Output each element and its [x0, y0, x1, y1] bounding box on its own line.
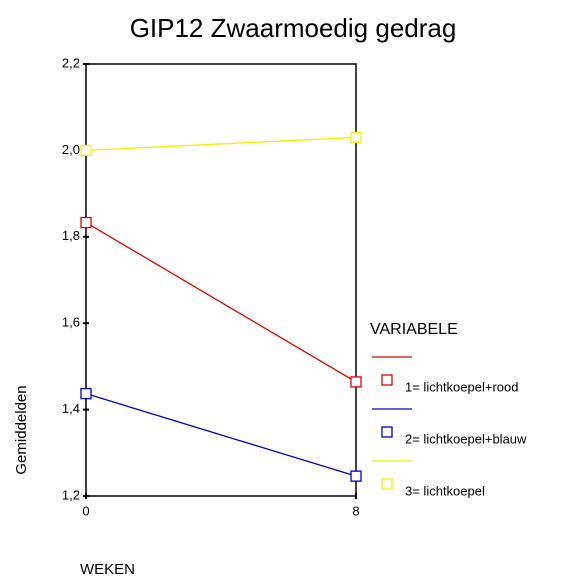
y-tick-label: 1,8 [62, 228, 80, 243]
x-tick-label: 0 [82, 503, 89, 518]
legend-marker [381, 426, 393, 438]
y-axis-label: Gemiddelden [13, 385, 30, 474]
series-line [85, 392, 357, 477]
y-tick-label: 2,2 [62, 55, 80, 70]
point-marker [350, 376, 362, 388]
plot-frame [85, 63, 357, 497]
point-marker [350, 131, 362, 144]
series-line [85, 136, 357, 152]
legend-title: VARIABELE [370, 321, 458, 338]
chart-title: GIP12 Zwaarmoedig gedrag [130, 13, 457, 43]
x-tick-label: 8 [352, 503, 359, 518]
point-marker [350, 470, 362, 482]
legend-label: 3= lichtkoepel [405, 483, 485, 498]
legend-marker [381, 374, 393, 386]
point-marker [80, 216, 92, 229]
legend-label: 2= lichtkoepel+blauw [405, 431, 527, 446]
point-marker [80, 144, 92, 157]
x-axis-label: WEKEN [80, 561, 135, 578]
y-tick-label: 1,4 [62, 401, 80, 416]
legend-marker [381, 478, 393, 490]
y-tick-label: 1,6 [62, 315, 80, 330]
point-marker [80, 387, 92, 400]
legend-label: 1= lichtkoepel+rood [405, 379, 518, 394]
y-tick-label: 2,0 [62, 142, 80, 157]
series-line [85, 221, 357, 383]
y-tick-label: 1,2 [62, 487, 80, 502]
